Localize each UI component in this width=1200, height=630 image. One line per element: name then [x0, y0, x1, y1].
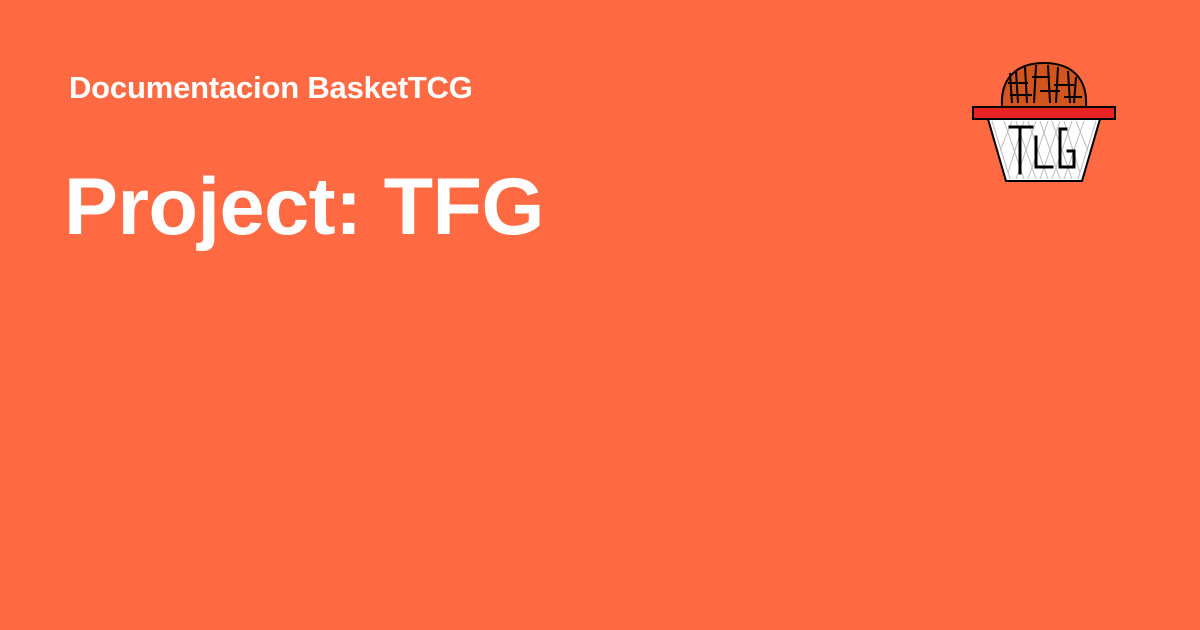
site-name: Documentacion BasketTCG [69, 70, 473, 105]
rim-shape [972, 106, 1116, 120]
net-shape [986, 118, 1102, 182]
basket-tcg-logo-icon [972, 61, 1116, 182]
page-title: Project: TFG [64, 162, 545, 252]
